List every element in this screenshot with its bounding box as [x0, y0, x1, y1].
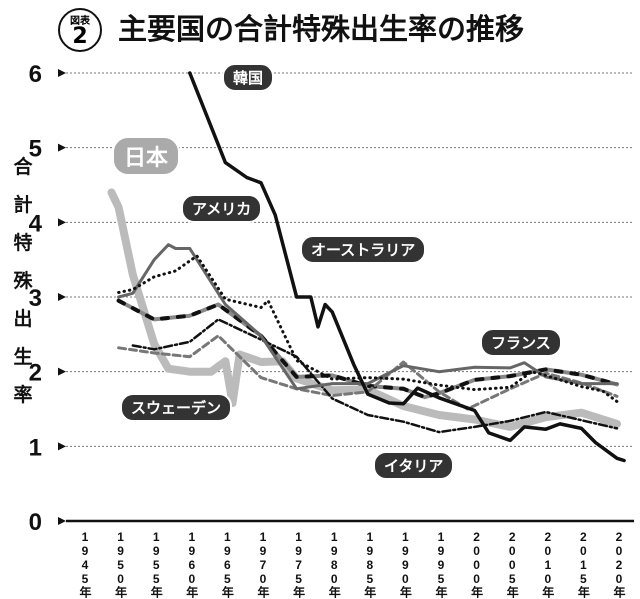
callout-korea: 韓国 — [222, 63, 275, 92]
x-tick-label: 1965年 — [220, 530, 235, 598]
x-tick-label: 1960年 — [184, 530, 199, 598]
y-tick-label: 0 — [29, 509, 42, 536]
x-tick-label: 1995年 — [434, 530, 448, 598]
y-tick-arrow-icon — [58, 218, 66, 227]
y-tick-label: 6 — [29, 61, 42, 88]
callout-sweden: スウェーデン — [120, 393, 233, 422]
callout-france: フランス — [480, 328, 562, 357]
x-tick-label: 1980年 — [327, 530, 342, 598]
chart-title: 主要国の合計特殊出生率の推移 — [118, 12, 525, 46]
y-tick-arrow-icon — [58, 367, 66, 376]
y-tick-label: 3 — [29, 285, 42, 312]
x-tick-label: 2020年 — [612, 530, 626, 598]
x-tick-label: 1975年 — [291, 530, 306, 598]
x-tick-label: 1970年 — [256, 530, 270, 598]
x-tick-label: 1985年 — [362, 530, 377, 598]
y-tick-arrow-icon — [58, 293, 66, 301]
callout-japan: 日本 — [112, 136, 181, 176]
x-tick-label: 1990年 — [398, 530, 413, 598]
x-tick-label: 2015年 — [576, 530, 591, 598]
figure-badge: 図表 2 — [58, 8, 102, 52]
x-tick-label: 1955年 — [149, 530, 164, 598]
series-line-2 — [117, 243, 619, 391]
series-line-4 — [116, 298, 619, 400]
y-tick-label: 2 — [29, 360, 42, 387]
figure-badge-label: 図表 — [70, 16, 90, 27]
x-tick-label: 2005年 — [505, 530, 520, 598]
x-tick-label: 2010年 — [540, 530, 555, 598]
y-tick-label: 5 — [29, 136, 42, 163]
callout-usa: アメリカ — [181, 194, 263, 223]
y-tick-arrow-icon — [58, 143, 66, 152]
y-tick-arrow-icon — [58, 517, 66, 525]
series-line-3 — [117, 254, 619, 403]
y-tick-arrow-icon — [58, 69, 66, 77]
series-line-6 — [131, 318, 619, 434]
y-axis-label: 合計特殊出生率 — [13, 156, 33, 406]
x-tick-label: 2000年 — [469, 530, 484, 598]
y-tick-arrow-icon — [58, 442, 66, 451]
callout-australia: オーストラリア — [300, 235, 427, 264]
series-line-1 — [188, 71, 626, 463]
x-tick-label: 1945年 — [78, 530, 92, 598]
callout-italy: イタリア — [373, 451, 455, 480]
figure-badge-number: 2 — [72, 24, 88, 49]
series-line-0 — [107, 188, 621, 431]
x-tick-label: 1950年 — [113, 530, 128, 598]
y-tick-label: 1 — [29, 434, 42, 461]
y-tick-label: 4 — [29, 210, 43, 237]
